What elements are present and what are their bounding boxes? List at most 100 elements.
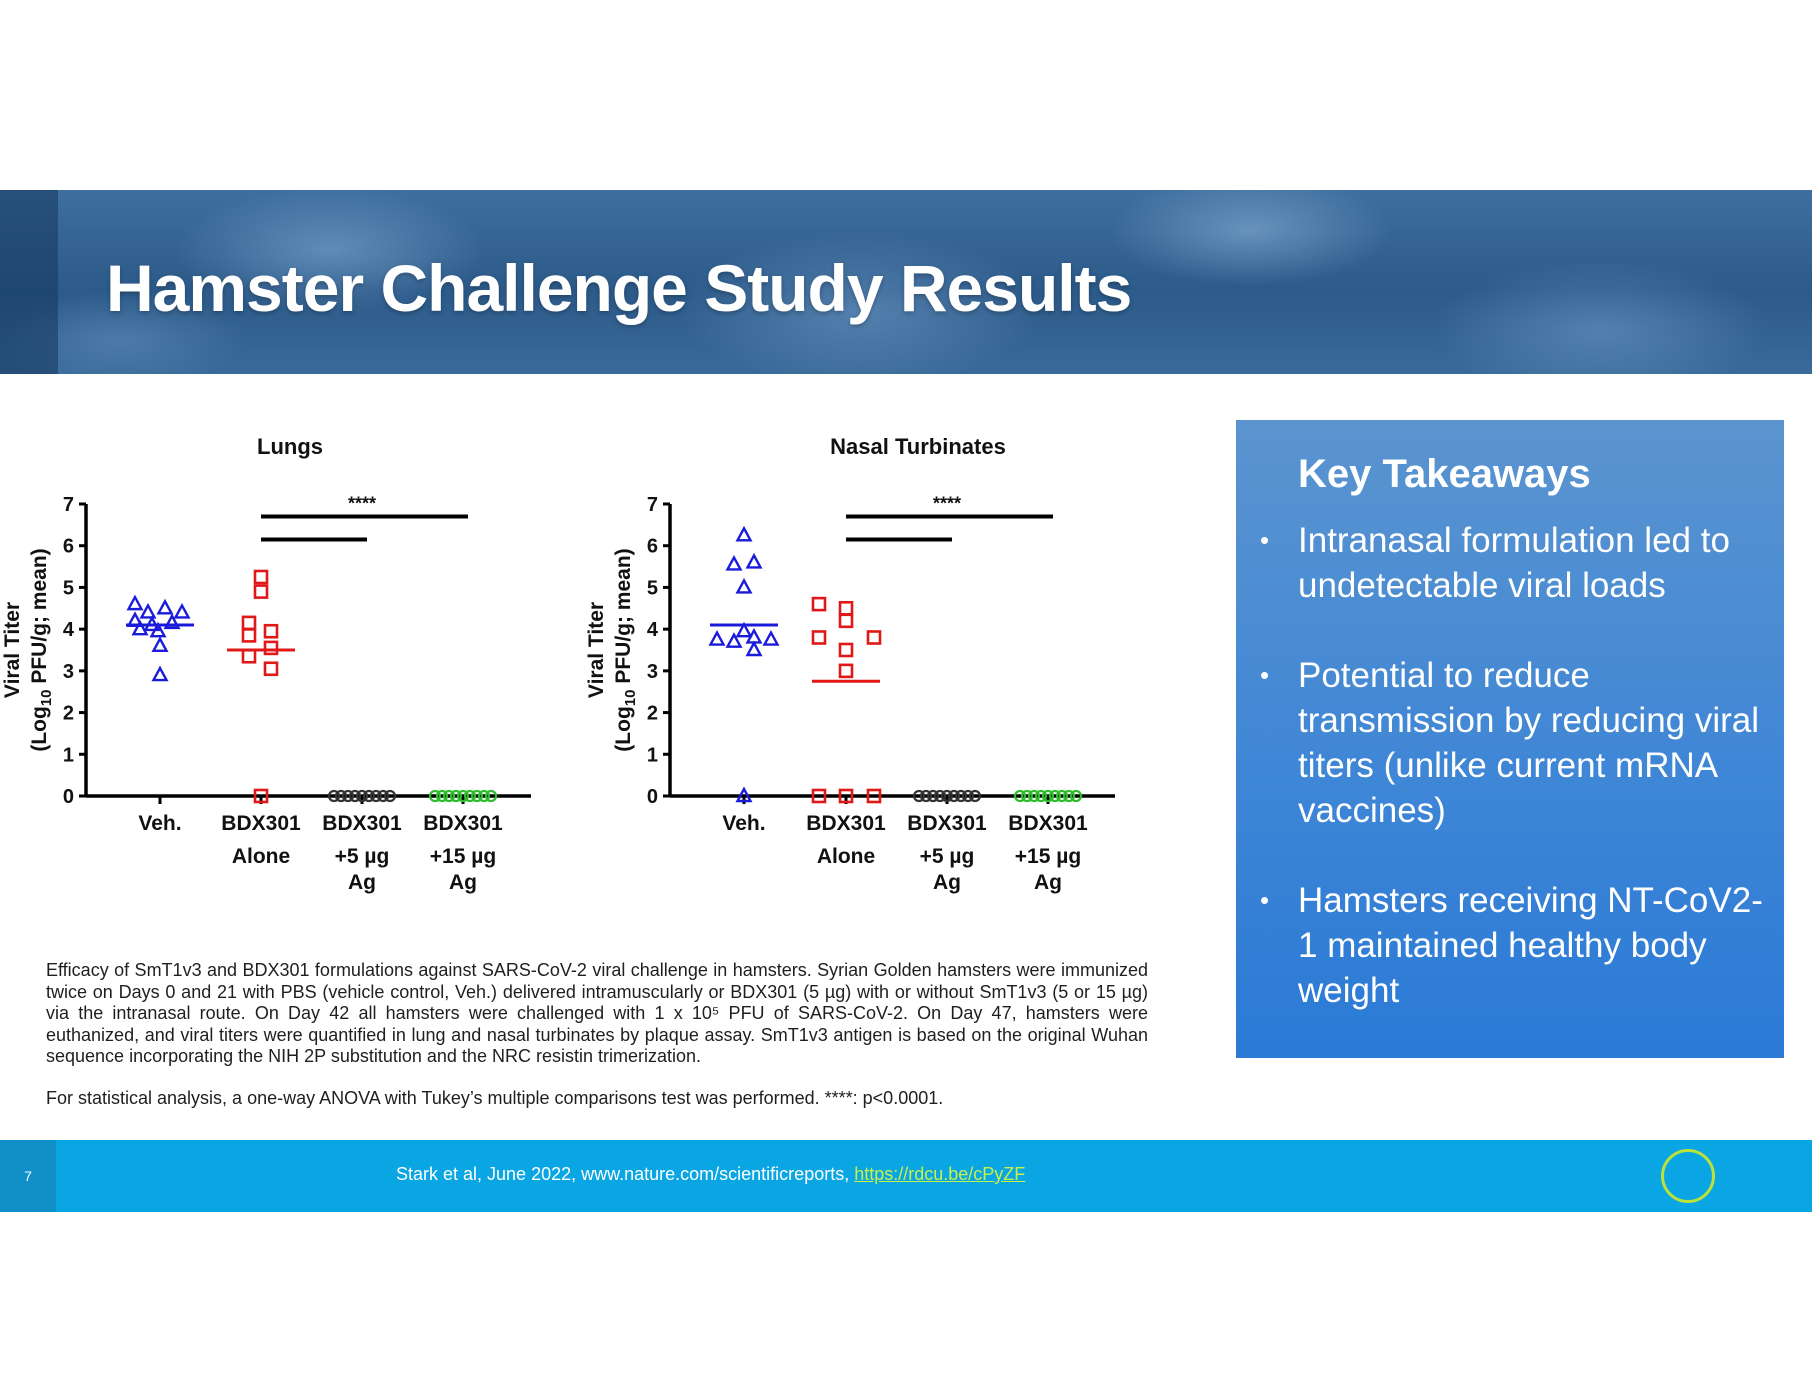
key-takeaways-list: Intranasal formulation led to undetectab… [1260, 518, 1768, 1058]
data-point [1048, 789, 1062, 803]
data-point [811, 788, 827, 804]
page-title: Hamster Challenge Study Results [106, 251, 1132, 325]
figure-caption: Efficacy of SmT1v3 and BDX301 formulatio… [46, 960, 1148, 1066]
data-point [149, 621, 167, 638]
data-point [961, 789, 975, 803]
data-point [131, 619, 149, 636]
data-point [866, 788, 882, 804]
data-point [926, 789, 940, 803]
y-axis-label-part: PFU/g; mean) [28, 548, 51, 689]
data-point [838, 600, 854, 616]
data-point [151, 665, 169, 682]
y-tick-label: 3 [647, 661, 658, 683]
data-point [1020, 789, 1034, 803]
data-point [838, 642, 854, 658]
data-point [735, 577, 753, 594]
data-point [919, 789, 933, 803]
data-point [762, 630, 780, 646]
page-number: 7 [0, 1140, 56, 1212]
data-point [725, 554, 743, 571]
x-tick-label: +5 µg [335, 845, 390, 868]
data-point [735, 621, 753, 638]
y-axis-label: Viral Titer [585, 602, 608, 698]
x-tick-label: BDX301 [1008, 812, 1088, 835]
data-point [811, 596, 827, 612]
y-axis-label-units: (Log10 PFU/g; mean) [612, 548, 639, 751]
x-tick-label: Ag [449, 871, 477, 894]
y-axis-label-part: (Log [28, 706, 51, 751]
data-point [241, 648, 257, 664]
data-point [334, 789, 348, 803]
data-point [1013, 789, 1027, 803]
data-point [241, 628, 257, 643]
citation: Stark et al, June 2022, www.nature.com/s… [396, 1164, 1025, 1185]
data-point [151, 636, 169, 653]
significance-label: **** [348, 494, 376, 514]
key-takeaways-panel: Key Takeaways Intranasal formulation led… [1236, 420, 1784, 1058]
data-point [253, 788, 269, 804]
significance-label: **** [933, 494, 961, 514]
citation-link[interactable]: https://rdcu.be/cPyZF [854, 1164, 1026, 1184]
logo-ring-icon [1661, 1149, 1715, 1203]
x-tick-label: +5 µg [920, 845, 975, 868]
x-tick-label: BDX301 [907, 812, 987, 835]
data-point [1034, 789, 1048, 803]
x-tick-label: Veh. [138, 812, 181, 835]
y-axis-label: Viral Titer [1, 602, 24, 698]
y-tick-label: 0 [63, 786, 74, 808]
y-tick-label: 2 [63, 703, 74, 725]
key-takeaways-heading: Key Takeaways [1298, 452, 1591, 496]
data-point [263, 623, 279, 639]
y-tick-label: 7 [63, 494, 74, 516]
x-tick-label: BDX301 [322, 812, 402, 835]
data-point [341, 789, 355, 803]
x-tick-label: Ag [1034, 871, 1062, 894]
data-point [838, 613, 854, 629]
data-point [263, 661, 279, 677]
data-point [745, 552, 763, 569]
data-point [156, 598, 174, 615]
data-point [253, 569, 269, 585]
data-point [838, 788, 854, 804]
y-tick-label: 0 [647, 786, 658, 808]
data-point [912, 789, 926, 803]
chart-nasal-turbinates: Nasal Turbinates 0 1 2 3 4 5 6 7 Viral Titer(Log1… [585, 434, 1115, 894]
data-point [735, 786, 753, 803]
data-point [933, 789, 947, 803]
data-point [940, 789, 954, 803]
x-tick-label: Alone [817, 845, 875, 868]
data-point [1069, 789, 1083, 803]
y-tick-label: 2 [647, 703, 658, 725]
y-tick-label: 6 [647, 536, 658, 558]
data-point [968, 789, 982, 803]
x-tick-label: BDX301 [423, 812, 503, 835]
data-point [708, 630, 726, 646]
data-point [362, 789, 376, 803]
x-tick-label: Veh. [722, 812, 765, 835]
data-point [383, 789, 397, 803]
x-tick-label: Alone [232, 845, 290, 868]
data-point [376, 789, 390, 803]
data-point [811, 630, 827, 645]
y-tick-label: 6 [63, 536, 74, 558]
data-point [348, 789, 362, 803]
data-point [866, 630, 882, 645]
x-tick-label: Ag [348, 871, 376, 894]
data-point [456, 789, 470, 803]
y-tick-label: 1 [63, 744, 74, 766]
data-point [253, 584, 269, 599]
y-tick-label: 7 [647, 494, 658, 516]
data-point [435, 789, 449, 803]
data-point [241, 615, 257, 631]
data-point [126, 594, 144, 611]
data-point [327, 789, 341, 803]
data-point [1062, 789, 1076, 803]
data-point [173, 602, 191, 619]
y-tick-label: 5 [647, 577, 658, 599]
x-tick-label: BDX301 [221, 812, 301, 835]
y-axis-label-units: (Log10 PFU/g; mean) [28, 548, 55, 751]
data-point [1041, 789, 1055, 803]
data-point [745, 640, 763, 657]
footer-bar: 7 Stark et al, June 2022, www.nature.com… [0, 1140, 1812, 1212]
data-point [442, 789, 456, 803]
